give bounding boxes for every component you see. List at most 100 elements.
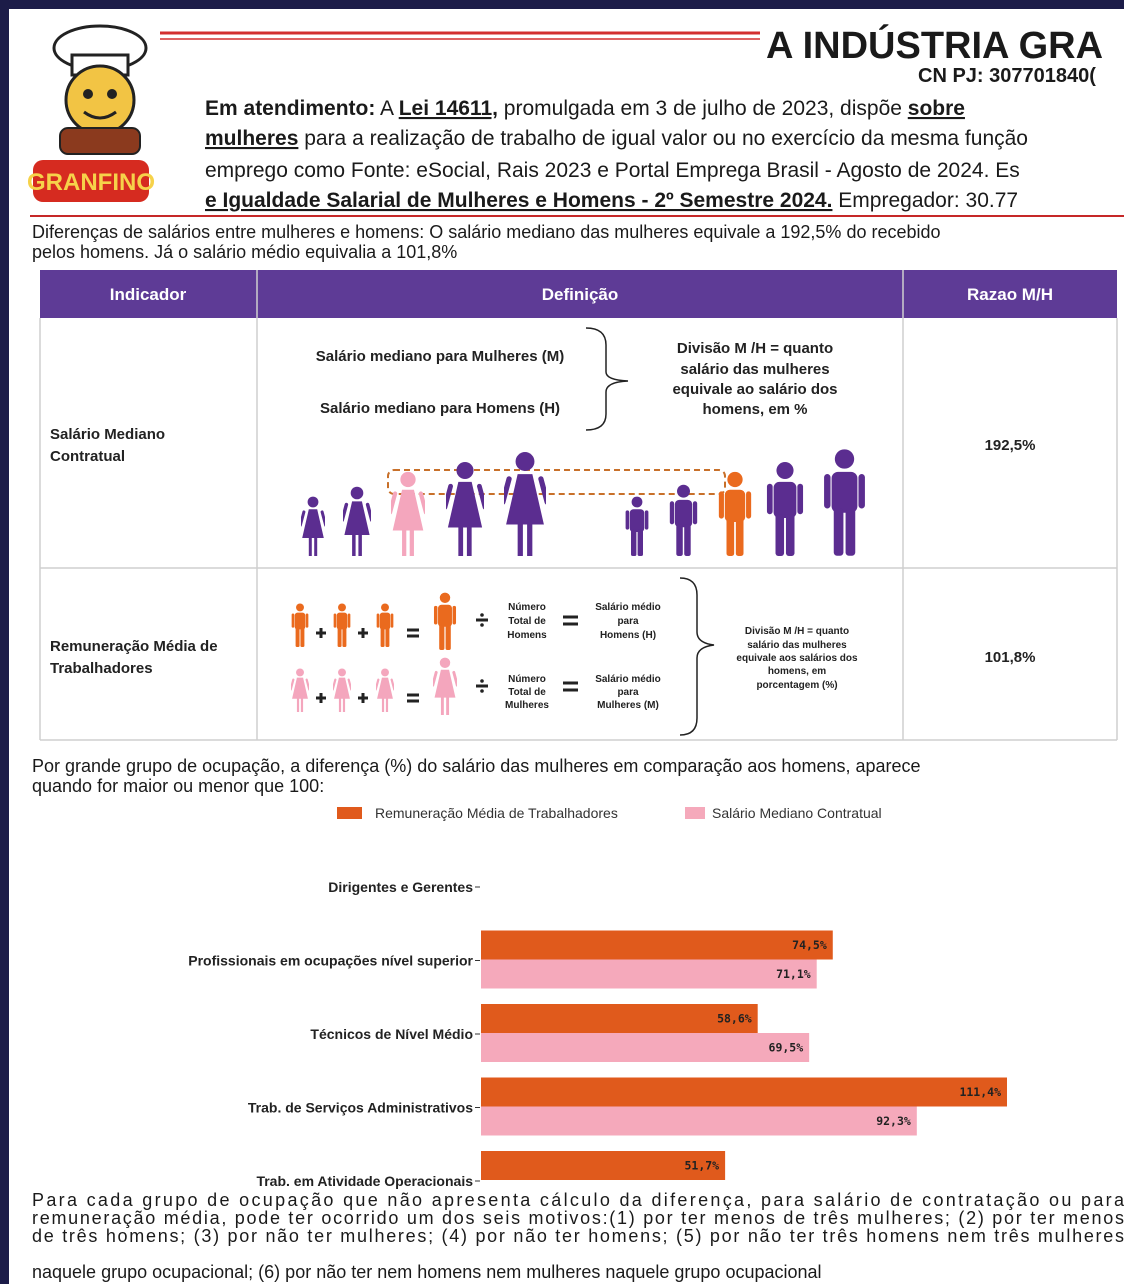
header-line: emprego como Fonte: eSocial, Rais 2023 e… <box>205 159 1020 182</box>
indicator: Salário Mediano <box>50 426 165 443</box>
definition-note: porcentagem (%) <box>756 680 837 691</box>
people-icons-part <box>298 497 327 556</box>
table: Indicador Definição Razao M/H Salário Me… <box>40 270 1117 740</box>
indicator: Trabalhadores <box>50 660 153 677</box>
intro-line: Diferenças de salários entre mulheres e … <box>32 222 941 242</box>
formula-icons-part-part <box>480 623 484 627</box>
bar <box>481 960 817 989</box>
legend-swatch <box>685 807 705 819</box>
people-icons-part <box>767 462 803 556</box>
ratio: 192,5% <box>985 437 1036 454</box>
people-icons-part <box>824 449 865 555</box>
formula-icons-part <box>289 668 310 712</box>
chart-intro: quando for maior ou menor que 100: <box>32 776 324 796</box>
logo: GRANFINO <box>27 26 155 202</box>
header-text: Lei 14611, <box>399 97 498 120</box>
formula-icons-part-part <box>480 679 484 683</box>
header-line: e Igualdade Salarial de Mulheres e Homen… <box>205 189 1018 212</box>
brace <box>680 578 714 735</box>
highlight-box <box>388 470 725 494</box>
value-label: 92,3% <box>876 1114 911 1128</box>
definition-note: homens, em % <box>702 401 807 418</box>
value-label: 69,5% <box>769 1041 804 1055</box>
table-borders <box>40 270 1117 740</box>
page-canvas: GRANFINO A INDÚSTRIA GRA CN PJ: 30770184… <box>0 0 1124 1284</box>
formula-icons-part <box>334 603 351 647</box>
table-header: Indicador <box>110 285 187 304</box>
value-label: 58,6% <box>717 1012 752 1026</box>
indicator: Remuneração Média de <box>50 638 218 655</box>
formula-icons-part <box>480 613 484 693</box>
bar <box>481 1078 1007 1107</box>
definition-note: salário das mulheres <box>747 640 847 651</box>
header-text: promulgada em 3 de julho de 2023, dispõe <box>498 97 908 120</box>
body: GRANFINO A INDÚSTRIA GRA CN PJ: 30770184… <box>0 0 1124 1284</box>
header-text: Em atendimento: <box>205 97 375 120</box>
header-text: A <box>375 97 398 120</box>
frame-top <box>0 0 1124 9</box>
header-text: sobre <box>908 97 965 120</box>
formula-icons-part <box>292 603 309 647</box>
footer-line: de três homens; (3) por não ter mulheres… <box>32 1226 1124 1246</box>
people-icons-part <box>500 452 551 556</box>
formula-icons-part <box>434 593 456 650</box>
formula-icons-part <box>431 658 459 715</box>
page: Relatório de Transparência Salarial {"he… <box>0 0 1124 1284</box>
formula-text: Mulheres <box>505 700 549 711</box>
definition-note: homens, em <box>768 666 826 677</box>
people-icons-part <box>626 497 649 556</box>
logo-part <box>66 66 134 134</box>
indicator: Contratual <box>50 448 125 465</box>
formula-text: Salário médio <box>595 674 661 685</box>
formula-text: Mulheres (M) <box>597 700 659 711</box>
formula-icons-part <box>374 668 395 712</box>
logo-part <box>60 128 140 154</box>
legend-label: Remuneração Média de Trabalhadores <box>375 805 618 821</box>
definition-note: Divisão M /H = quanto <box>745 626 849 637</box>
y-tick-label: Trab. em Atividade Operacionais <box>256 1173 473 1189</box>
definition-text: Salário mediano para Mulheres (M) <box>316 348 564 365</box>
people-icons-part <box>670 485 697 556</box>
people-icons-part <box>340 487 374 556</box>
formula-text: para <box>617 616 639 627</box>
formula-text: Salário médio <box>595 602 661 613</box>
y-tick-label: Dirigentes e Gerentes <box>328 879 473 895</box>
header-text: para a realização de trabalho de igual v… <box>298 127 1028 150</box>
header-title: A INDÚSTRIA GRA <box>766 23 1103 67</box>
value-label: 71,1% <box>776 967 811 981</box>
table-header: Razao M/H <box>967 285 1053 304</box>
logo-text: GRANFINO <box>27 169 155 196</box>
header-text: mulheres <box>205 127 298 150</box>
header-text: emprego como Fonte: eSocial, Rais 2023 e… <box>205 159 1020 182</box>
bar <box>481 931 833 960</box>
people-icons-part <box>442 462 488 556</box>
ratio: 101,8% <box>985 649 1036 666</box>
formula-text: Total de <box>508 616 546 627</box>
formula-icons-part <box>377 603 394 647</box>
people-icons-part <box>387 472 428 556</box>
formula-text: Total de <box>508 687 546 698</box>
formula-icons-part-part <box>480 613 484 617</box>
people-icons-part <box>719 472 751 556</box>
footer-line: Para cada grupo de ocupação que não apre… <box>32 1190 1124 1210</box>
intro-line: pelos homens. Já o salário médio equival… <box>32 242 457 262</box>
legend-swatch <box>337 807 362 819</box>
formula-text: Homens (H) <box>600 630 656 641</box>
formula-text: Homens <box>507 630 547 641</box>
y-tick-label: Técnicos de Nível Médio <box>310 1026 473 1042</box>
definition-note: equivale aos salários dos <box>736 653 858 664</box>
header-cnpj: CN PJ: 307701840( <box>918 65 1096 87</box>
value-label: 51,7% <box>684 1159 719 1173</box>
formula-text: Número <box>508 674 546 685</box>
y-tick-label: Profissionais em ocupações nível superio… <box>188 953 473 969</box>
footer-line: remuneração média, pode ter ocorrido um … <box>32 1208 1124 1228</box>
frame-left <box>0 0 9 1284</box>
value-label: 111,4% <box>959 1085 1001 1099</box>
header-text: Empregador: 30.77 <box>832 189 1018 212</box>
header-text: e Igualdade Salarial de Mulheres e Homen… <box>205 189 832 212</box>
formula-icons-part <box>331 668 352 712</box>
y-tick-label: Trab. de Serviços Administrativos <box>248 1100 473 1116</box>
formula-text: para <box>617 687 639 698</box>
footer-line: naquele grupo ocupacional; (6) por não t… <box>32 1262 822 1282</box>
